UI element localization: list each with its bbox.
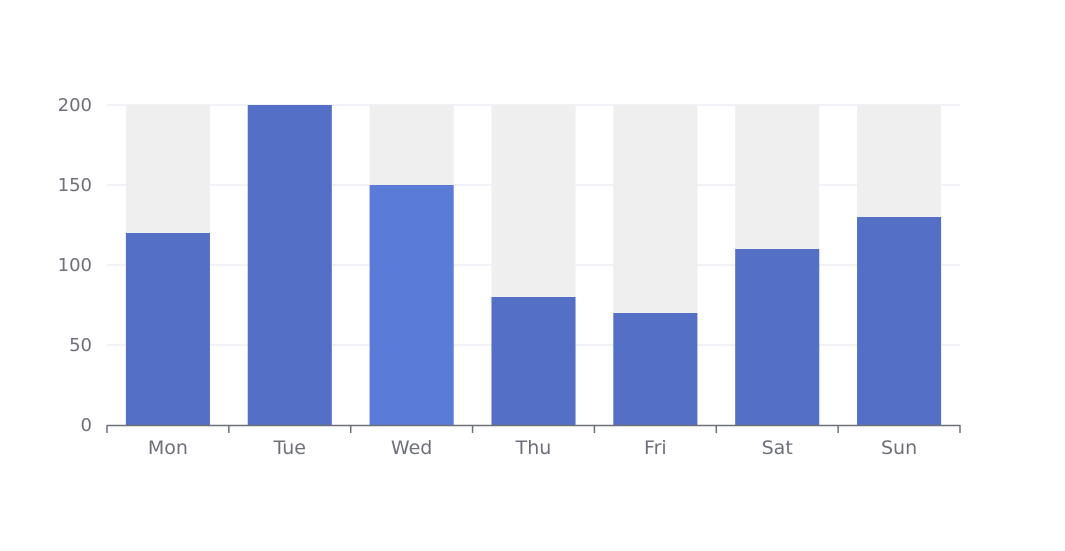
bar-thu[interactable]	[491, 297, 576, 425]
data-bars	[125, 105, 942, 425]
x-tick-label-thu: Thu	[515, 437, 552, 459]
bar-tue[interactable]	[247, 105, 332, 425]
x-tick-label-fri: Fri	[644, 437, 667, 459]
y-tick-label: 200	[58, 95, 92, 116]
x-axis-tick-labels: Mon Tue Wed Thu Fri Sat Sun	[148, 437, 917, 459]
bar-fri[interactable]	[613, 313, 698, 425]
bar-sat[interactable]	[735, 249, 820, 425]
bar-wed[interactable]	[369, 185, 454, 425]
y-tick-label: 0	[81, 415, 92, 436]
x-tick-label-tue: Tue	[273, 437, 306, 459]
bar-sun[interactable]	[857, 217, 942, 425]
x-tick-label-wed: Wed	[391, 437, 432, 459]
y-tick-label: 100	[58, 255, 92, 276]
y-axis-tick-labels: 0 50 100 150 200	[58, 95, 92, 436]
x-tick-label-sun: Sun	[881, 437, 917, 459]
y-tick-label: 150	[58, 175, 92, 196]
bar-mon[interactable]	[125, 233, 210, 425]
x-tick-label-sat: Sat	[762, 437, 793, 459]
x-axis	[106, 424, 961, 433]
y-tick-label: 50	[69, 335, 92, 356]
x-tick-label-mon: Mon	[148, 437, 188, 459]
